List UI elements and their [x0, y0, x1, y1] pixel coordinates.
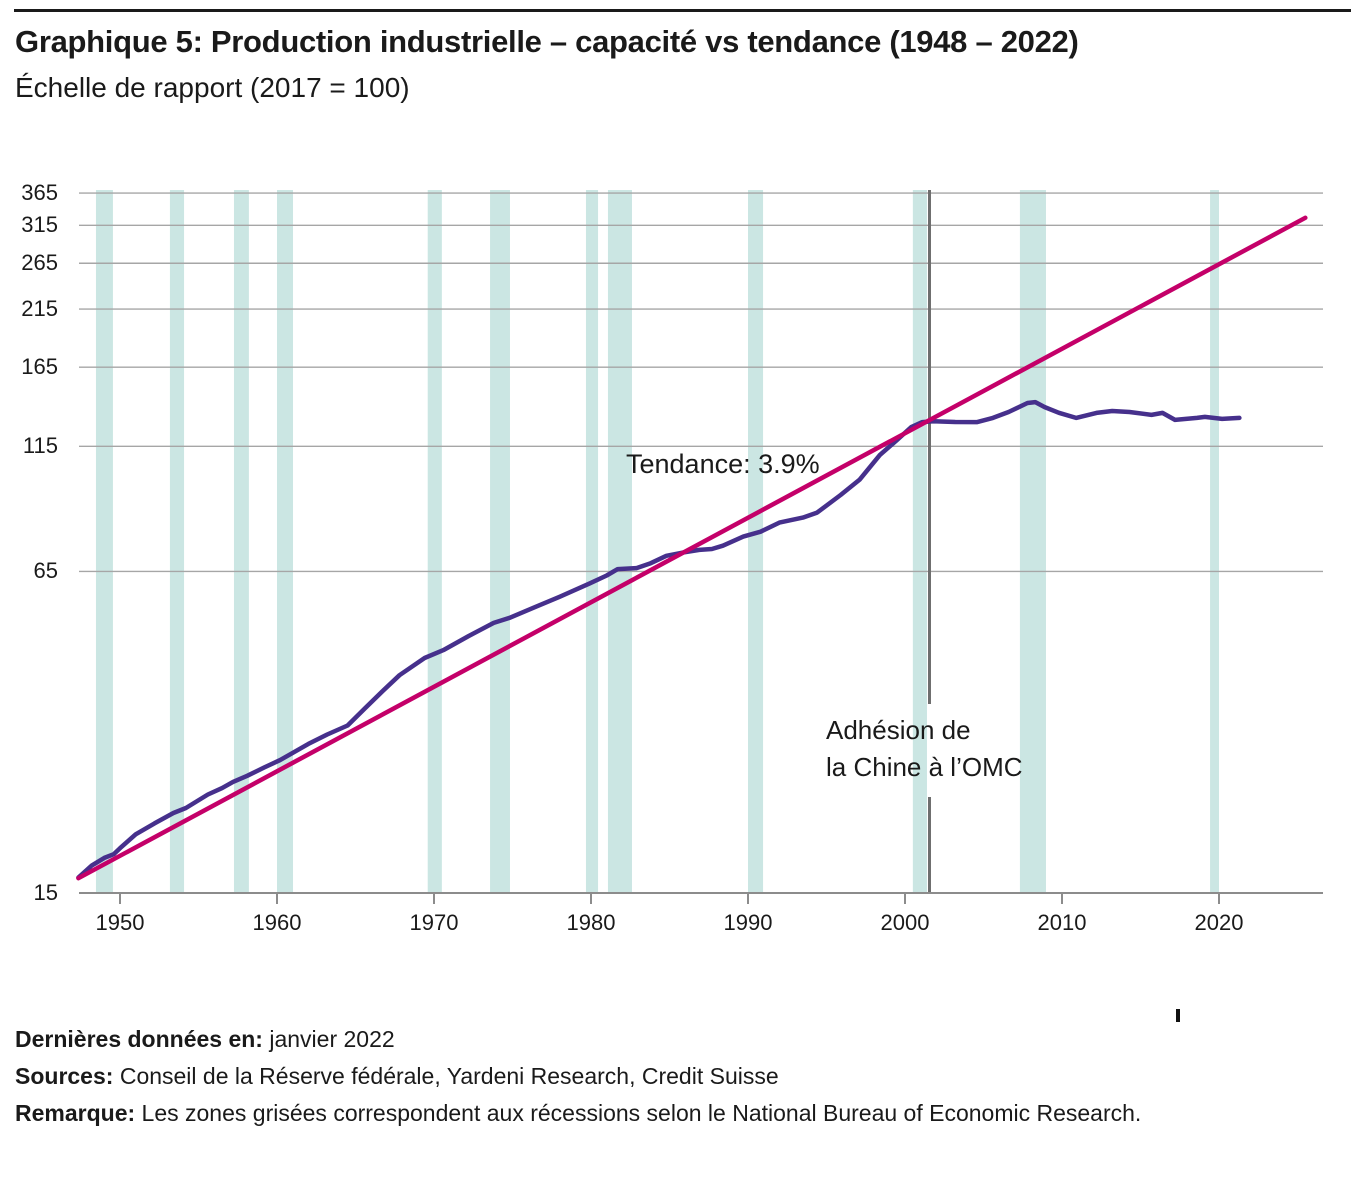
recession-band [169, 190, 185, 893]
x-axis-label: 1990 [723, 910, 773, 935]
footer: Dernières données en: janvier 2022 Sourc… [15, 1021, 1240, 1132]
event-annotation-line1: Adhésion de [826, 715, 971, 745]
recession-band [277, 190, 294, 893]
chart-title: Graphique 5: Production industrielle – c… [15, 24, 1079, 59]
recession-band [607, 190, 632, 893]
x-axis-label: 2010 [1037, 910, 1087, 935]
footer-line-latest-data: Dernières données en: janvier 2022 [15, 1021, 1240, 1058]
top-rule [14, 9, 1351, 12]
footer-text-latest-data: janvier 2022 [262, 1026, 395, 1052]
y-axis-label: 365 [21, 180, 58, 206]
trend-line [76, 215, 1308, 881]
recession-band [233, 190, 249, 893]
chart-subtitle: Échelle de rapport (2017 = 100) [15, 72, 410, 103]
footer-label-latest-data: Dernières données en: [15, 1026, 263, 1052]
recession-band [748, 190, 764, 893]
trend-annotation: Tendance: 3.9% [626, 449, 820, 479]
recession-band [427, 190, 442, 893]
recession-band [490, 190, 510, 893]
y-axis-label: 165 [21, 354, 58, 380]
y-axis-label: 115 [22, 433, 58, 459]
x-axis-label: 1960 [252, 910, 302, 935]
footer-text-sources: Conseil de la Réserve fédérale, Yardeni … [113, 1063, 779, 1089]
event-annotation: Adhésion de la Chine à l’OMC [826, 712, 1023, 786]
capacity-line [76, 399, 1242, 880]
footnote-mark [1176, 1009, 1180, 1022]
footer-line-sources: Sources: Conseil de la Réserve fédérale,… [15, 1058, 1240, 1095]
y-axis-label: 15 [33, 880, 58, 905]
x-axis-label: 1970 [409, 910, 459, 935]
recession-band [912, 190, 927, 893]
y-axis-label: 215 [21, 296, 58, 322]
event-annotation-line2: la Chine à l’OMC [826, 752, 1023, 782]
y-axis-label: 65 [33, 558, 58, 584]
footer-label-remark: Remarque: [15, 1100, 136, 1126]
x-axis-label: 1980 [566, 910, 616, 935]
y-axis-label: 265 [21, 250, 58, 276]
y-axis-label: 315 [21, 212, 58, 238]
footer-text-remark: Les zones grisées correspondent aux réce… [135, 1100, 1142, 1126]
footer-line-remark: Remarque: Les zones grisées corresponden… [15, 1095, 1240, 1132]
footer-label-sources: Sources: [15, 1063, 114, 1089]
recession-band [95, 190, 113, 893]
recession-band [585, 190, 599, 893]
x-axis-label: 1950 [95, 910, 145, 935]
x-axis-label: 2000 [880, 910, 930, 935]
x-axis-label: 2020 [1194, 910, 1244, 935]
recession-band [1019, 190, 1046, 893]
recession-band [1210, 190, 1219, 893]
